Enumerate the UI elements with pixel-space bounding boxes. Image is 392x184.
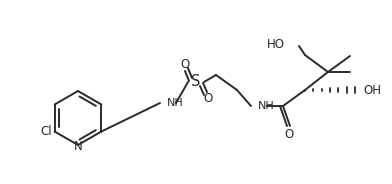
Text: N: N	[74, 139, 82, 153]
Text: NH: NH	[167, 98, 184, 108]
Text: O: O	[203, 93, 212, 105]
Text: Cl: Cl	[40, 125, 52, 138]
Text: HO: HO	[267, 38, 285, 50]
Text: O: O	[284, 128, 294, 141]
Text: OH: OH	[363, 84, 381, 96]
Text: NH: NH	[258, 101, 275, 111]
Text: O: O	[180, 59, 190, 72]
Text: S: S	[191, 75, 201, 89]
